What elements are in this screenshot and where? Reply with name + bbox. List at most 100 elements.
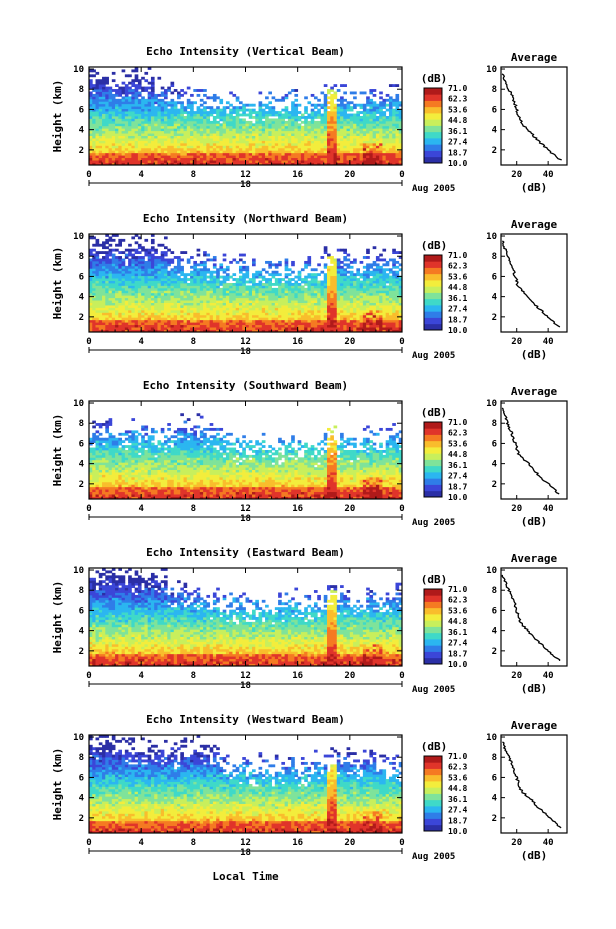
heatmap-cell	[278, 317, 282, 321]
heatmap-cell	[183, 116, 188, 119]
heatmap-cell	[121, 329, 126, 333]
heatmap-cell	[340, 309, 344, 313]
colorbar-label: 53.6	[448, 105, 467, 114]
heatmap-cell	[343, 300, 347, 303]
heatmap-cell	[173, 302, 178, 306]
heatmap-cell	[154, 118, 158, 122]
heatmap-cell	[95, 89, 100, 92]
heatmap-cell	[291, 263, 295, 267]
heatmap-cell	[154, 295, 158, 299]
heatmap-cell	[258, 103, 263, 107]
heatmap-cell	[238, 125, 243, 129]
heatmap-cell	[177, 302, 181, 306]
heatmap-cell	[395, 106, 400, 110]
heatmap-cell	[134, 155, 139, 159]
heatmap-cell	[137, 98, 142, 102]
heatmap-cell	[327, 111, 331, 114]
heatmap-cell	[141, 256, 145, 259]
heatmap-cell	[261, 140, 266, 144]
heatmap-cell	[281, 319, 286, 323]
heatmap-cell	[313, 312, 318, 316]
heatmap-cell	[333, 157, 338, 161]
heatmap-cell	[199, 130, 204, 134]
heatmap-cell	[297, 111, 302, 114]
heatmap-cell	[336, 160, 341, 163]
heatmap-cell	[170, 295, 175, 299]
heatmap-cell	[209, 147, 214, 151]
heatmap-cell	[150, 265, 155, 269]
heatmap-cell	[238, 268, 243, 272]
heatmap-cell	[150, 157, 155, 161]
heatmap-cell	[190, 108, 194, 112]
heatmap-cell	[177, 270, 181, 274]
heatmap-cell	[310, 287, 315, 291]
heatmap-cell	[229, 295, 233, 299]
heatmap-cell	[307, 135, 312, 139]
heatmap-cell	[180, 145, 184, 149]
heatmap-cell	[108, 130, 113, 134]
heatmap-cell	[157, 302, 162, 306]
heatmap-cell	[124, 292, 129, 296]
heatmap-cell	[278, 283, 282, 286]
heatmap-cell	[330, 258, 334, 262]
heatmap-cell	[98, 283, 103, 286]
heatmap-cell	[108, 93, 113, 97]
heatmap-cell	[320, 302, 325, 306]
heatmap-cell	[111, 142, 116, 146]
heatmap-cell	[307, 130, 312, 134]
heatmap-cell	[294, 116, 299, 119]
heatmap-cell	[349, 120, 354, 124]
heatmap-cell	[118, 118, 122, 122]
heatmap-cell	[124, 265, 129, 269]
heatmap-cell	[144, 312, 149, 316]
heatmap-cell	[92, 327, 96, 330]
heatmap-cell	[193, 329, 197, 333]
heatmap-cell	[356, 113, 361, 117]
heatmap-cell	[291, 140, 295, 144]
heatmap-cell	[105, 120, 109, 124]
heatmap-cell	[203, 145, 207, 149]
heatmap-cell	[118, 292, 122, 296]
heatmap-cell	[330, 300, 334, 303]
heatmap-cell	[137, 256, 142, 259]
heatmap-cell	[333, 152, 338, 156]
heatmap-cell	[199, 312, 204, 316]
heatmap-cell	[238, 287, 243, 291]
heatmap-cell	[291, 111, 295, 114]
heatmap-cell	[190, 150, 194, 154]
heatmap-cell	[300, 309, 305, 313]
heatmap-cell	[89, 150, 93, 154]
heatmap-cell	[330, 98, 334, 102]
heatmap-cell	[245, 120, 250, 124]
heatmap-cell	[163, 297, 168, 301]
heatmap-cell	[242, 118, 246, 122]
heatmap-cell	[147, 300, 152, 303]
heatmap-cell	[294, 106, 299, 110]
heatmap-cell	[203, 130, 207, 134]
heatmap-cell	[128, 327, 132, 330]
heatmap-cell	[261, 160, 266, 163]
heatmap-cell	[225, 123, 230, 127]
heatmap-cell	[183, 147, 188, 151]
heatmap-cell	[232, 297, 237, 301]
heatmap-cell	[199, 116, 204, 119]
heatmap-cell	[124, 157, 129, 161]
heatmap-cell	[212, 128, 217, 132]
heatmap-cell	[307, 285, 312, 289]
heatmap-cell	[115, 145, 119, 149]
heatmap-cell	[167, 130, 171, 134]
heatmap-cell	[173, 265, 178, 269]
heatmap-cell	[137, 300, 142, 303]
heatmap-cell	[310, 142, 315, 146]
heatmap-cell	[186, 260, 191, 264]
heatmap-cell	[278, 128, 282, 132]
heatmap-cell	[128, 295, 132, 299]
heatmap-cell	[245, 305, 250, 308]
heatmap-cell	[395, 118, 400, 122]
heatmap-cell	[278, 324, 282, 328]
heatmap-cell	[180, 305, 184, 308]
heatmap-cell	[287, 280, 292, 284]
heatmap-cell	[193, 162, 197, 166]
heatmap-cell	[144, 275, 149, 279]
heatmap-cell	[160, 314, 165, 318]
